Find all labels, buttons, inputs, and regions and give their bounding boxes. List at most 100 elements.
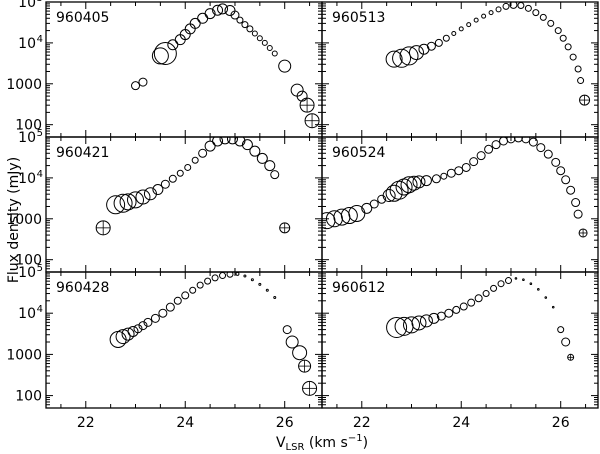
data-point bbox=[536, 143, 546, 153]
data-point bbox=[495, 6, 502, 13]
data-point bbox=[504, 277, 512, 285]
y-axis-title: Flux density (mJy) bbox=[6, 157, 22, 283]
data-point bbox=[243, 274, 247, 278]
y-tick-label: 100 bbox=[15, 389, 42, 405]
data-point bbox=[249, 145, 261, 157]
panel-label: 960513 bbox=[332, 10, 385, 26]
data-point bbox=[561, 175, 571, 185]
data-point bbox=[212, 4, 224, 16]
panel-label: 960612 bbox=[332, 280, 385, 296]
data-point bbox=[115, 329, 131, 345]
data-point bbox=[488, 10, 494, 16]
y-tick-label-exponent: 5 bbox=[37, 263, 43, 274]
data-point bbox=[513, 137, 523, 143]
data-point bbox=[127, 325, 139, 337]
data-point bbox=[143, 317, 153, 327]
data-point bbox=[459, 302, 468, 311]
data-point bbox=[181, 291, 190, 300]
x-axis-title-units: (km s bbox=[304, 435, 347, 451]
x-axis-title-superscript: −1 bbox=[348, 433, 363, 444]
data-point bbox=[361, 202, 373, 214]
y-tick-label: 10 bbox=[18, 306, 36, 322]
data-point bbox=[189, 286, 197, 294]
data-point bbox=[561, 337, 571, 347]
data-point bbox=[454, 166, 464, 176]
y-tick-label: 100 bbox=[15, 253, 42, 269]
data-point bbox=[529, 282, 533, 286]
y-tick-label: 100 bbox=[15, 118, 42, 134]
data-point bbox=[224, 4, 236, 16]
data-point bbox=[490, 284, 498, 292]
y-tick-label-exponent: 5 bbox=[37, 128, 43, 139]
series-points bbox=[95, 137, 291, 236]
x-tick-label: 26 bbox=[552, 415, 570, 431]
data-point bbox=[436, 311, 446, 321]
data-point bbox=[270, 170, 280, 180]
data-point bbox=[481, 13, 487, 19]
data-point bbox=[282, 325, 292, 335]
data-point bbox=[385, 50, 403, 68]
data-point bbox=[153, 42, 177, 66]
data-point bbox=[573, 209, 583, 219]
data-point bbox=[121, 327, 135, 341]
data-point bbox=[386, 316, 408, 338]
data-point bbox=[266, 45, 273, 52]
data-point bbox=[204, 277, 212, 285]
x-axis-title-main: V bbox=[276, 435, 286, 451]
data-point bbox=[184, 163, 192, 171]
data-point bbox=[158, 308, 168, 318]
data-point bbox=[466, 22, 472, 28]
data-point bbox=[258, 282, 262, 286]
data-point bbox=[160, 179, 170, 189]
data-point bbox=[474, 294, 483, 303]
data-point bbox=[204, 8, 216, 20]
data-point bbox=[296, 90, 308, 102]
panel-960513: 960513 bbox=[321, 1, 599, 138]
data-point bbox=[461, 162, 471, 172]
panel-960421: 960421 bbox=[45, 136, 323, 273]
data-point bbox=[412, 175, 426, 189]
data-point bbox=[502, 2, 510, 10]
data-point bbox=[265, 288, 269, 292]
data-point bbox=[119, 193, 137, 211]
data-point bbox=[150, 313, 160, 323]
data-point bbox=[176, 169, 184, 177]
data-point bbox=[431, 174, 441, 184]
data-point bbox=[467, 298, 476, 307]
data-point bbox=[219, 272, 227, 280]
data-point bbox=[168, 174, 177, 183]
data-point bbox=[547, 19, 555, 27]
y-tick-label: 1000 bbox=[6, 77, 42, 93]
panel-960524: 960524 bbox=[321, 136, 599, 273]
data-point bbox=[392, 48, 412, 68]
data-point bbox=[369, 199, 379, 209]
data-point bbox=[403, 316, 421, 334]
data-point bbox=[219, 137, 231, 145]
x-tick-label: 22 bbox=[353, 415, 371, 431]
data-point bbox=[406, 175, 422, 191]
x-tick-label: 24 bbox=[176, 415, 194, 431]
data-point bbox=[196, 281, 204, 289]
data-point bbox=[385, 184, 403, 202]
data-point bbox=[138, 321, 148, 331]
data-point bbox=[544, 296, 548, 299]
panel-label: 960524 bbox=[332, 145, 386, 161]
data-point bbox=[211, 274, 219, 282]
data-point bbox=[551, 305, 555, 309]
data-point bbox=[256, 152, 268, 164]
series-points bbox=[322, 137, 588, 238]
panel-960405: 960405 bbox=[45, 1, 323, 138]
y-tick-label: 10 bbox=[18, 171, 36, 187]
x-axis-title: VLSR (km s−1) bbox=[276, 433, 368, 453]
data-point bbox=[426, 41, 436, 51]
x-axis-title-subscript: LSR bbox=[286, 442, 305, 453]
data-point bbox=[521, 137, 531, 144]
y-tick-label-exponent: 5 bbox=[37, 0, 43, 4]
y-tick-label: 10 bbox=[18, 265, 36, 281]
data-point bbox=[574, 65, 582, 73]
data-point bbox=[377, 194, 387, 204]
data-point bbox=[539, 13, 547, 21]
data-point bbox=[151, 47, 169, 65]
data-point bbox=[419, 314, 433, 328]
